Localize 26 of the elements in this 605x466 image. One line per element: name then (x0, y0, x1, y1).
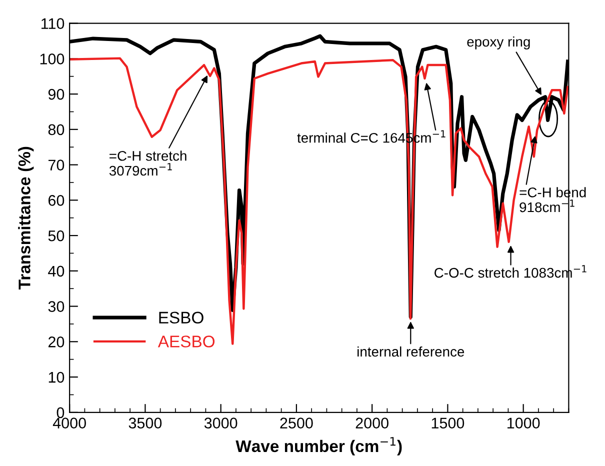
x-tick-label: 3500 (128, 418, 162, 428)
y-tick-label: 20 (48, 336, 64, 348)
y-tick-label: 30 (48, 301, 64, 312)
y-tick-label: 110 (42, 18, 64, 29)
y-tick-label: 50 (48, 230, 64, 242)
x-axis-title: Wave number (cm$^{−1}$) (236, 437, 402, 456)
x-tick-label: 3000 (204, 418, 238, 428)
x-tick-label: 4000 (52, 418, 86, 428)
annotation: =C-H stretch 3079cm$^{−1}$ (109, 150, 186, 176)
y-tick-label: 60 (48, 195, 64, 206)
annotation: internal reference (358, 346, 464, 357)
y-tick-label: 10 (48, 372, 64, 383)
x-tick-label: 1500 (432, 418, 464, 428)
legend-label: AESBO (158, 336, 215, 348)
legend-label: ESBO (159, 312, 204, 324)
x-tick-label: 2500 (280, 418, 313, 428)
y-tick-label: 80 (48, 124, 64, 136)
x-tick-label: 1000 (508, 418, 540, 428)
y-tick-label: 40 (48, 266, 64, 277)
y-axis-title: Transmittance (%) (18, 146, 34, 290)
y-tick-label: 90 (48, 88, 64, 100)
y-tick-label: 70 (48, 160, 64, 170)
y-tick-label: 0 (56, 407, 64, 418)
x-tick-label: 2000 (356, 418, 388, 428)
annotation: epoxy ring (467, 36, 530, 50)
y-tick-label: 100 (40, 54, 64, 64)
